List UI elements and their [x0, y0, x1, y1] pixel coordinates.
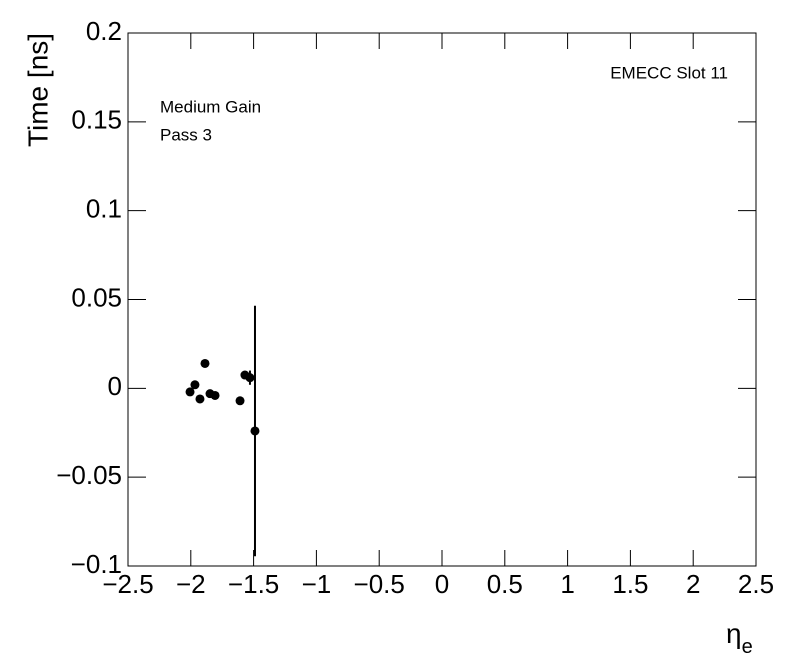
point	[245, 373, 255, 383]
x-tick-label: 1.5	[612, 569, 648, 599]
x-tick-label: −2	[176, 569, 206, 599]
y-tick-label: 0	[108, 371, 122, 401]
x-tick-label: 0	[435, 569, 449, 599]
annotation: Medium Gain	[160, 97, 261, 116]
point	[235, 396, 245, 406]
annotation: Pass 3	[160, 125, 212, 144]
x-axis-label: ηe	[726, 618, 753, 658]
annotation: EMECC Slot 11	[610, 63, 728, 82]
x-tick-label: 2	[686, 569, 700, 599]
y-axis-label: Time [ns]	[22, 33, 53, 147]
y-tick-label: 0.15	[71, 105, 122, 135]
point	[200, 358, 210, 368]
y-tick-label: 0.1	[86, 194, 122, 224]
x-axis-label-main: η	[726, 618, 742, 649]
x-tick-label: −1	[302, 569, 332, 599]
point	[250, 426, 260, 436]
x-axis-label-sub: e	[742, 636, 753, 658]
x-tick-label: −2.5	[102, 569, 153, 599]
x-tick-label: 2.5	[738, 569, 774, 599]
x-tick-label: 1	[560, 569, 574, 599]
x-tick-label: 0.5	[487, 569, 523, 599]
y-tick-label: −0.05	[56, 460, 122, 490]
y-tick-label: 0.2	[86, 16, 122, 46]
point	[210, 390, 220, 400]
x-tick-label: −1.5	[228, 569, 279, 599]
y-tick-label: 0.05	[71, 282, 122, 312]
x-tick-label: −0.5	[354, 569, 405, 599]
point	[195, 394, 205, 404]
point	[190, 380, 200, 390]
y-tick-label: −0.1	[71, 549, 122, 579]
point	[185, 387, 195, 397]
